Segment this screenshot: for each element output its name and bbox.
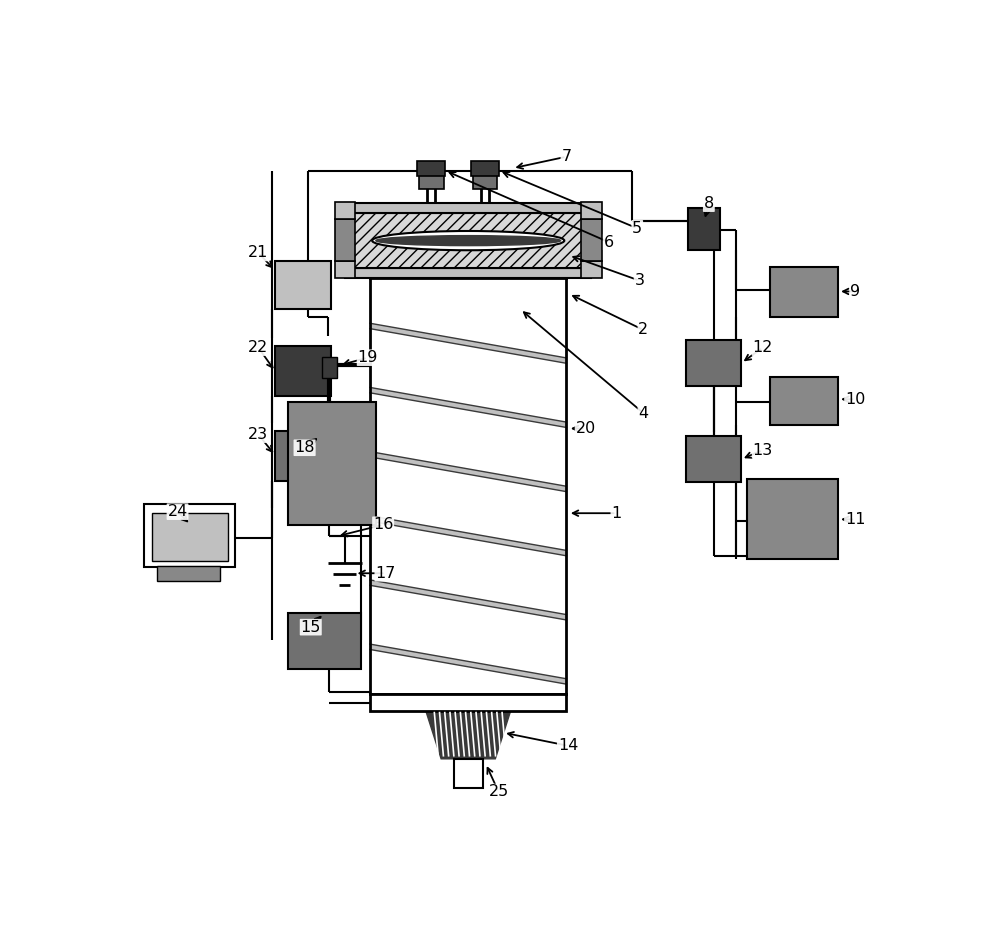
Polygon shape xyxy=(370,323,566,363)
Text: 16: 16 xyxy=(373,517,393,532)
Bar xyxy=(454,759,483,788)
Bar xyxy=(581,219,602,261)
Bar xyxy=(770,377,838,425)
Bar xyxy=(747,478,838,559)
Text: 21: 21 xyxy=(248,245,269,260)
Bar xyxy=(581,202,602,219)
Ellipse shape xyxy=(376,236,561,245)
Bar xyxy=(275,261,331,309)
Text: 3: 3 xyxy=(635,274,645,289)
Bar xyxy=(288,401,376,525)
Text: 9: 9 xyxy=(850,284,860,299)
Text: 5: 5 xyxy=(632,221,642,236)
Text: 1: 1 xyxy=(611,506,622,521)
Text: 8: 8 xyxy=(704,196,714,212)
Text: 12: 12 xyxy=(753,340,773,355)
Text: 20: 20 xyxy=(576,421,596,436)
Text: 19: 19 xyxy=(358,351,378,365)
Text: 17: 17 xyxy=(375,566,396,581)
Text: 24: 24 xyxy=(167,504,188,519)
Polygon shape xyxy=(370,516,566,556)
Text: 23: 23 xyxy=(248,427,268,442)
Text: 22: 22 xyxy=(248,340,269,355)
Bar xyxy=(335,202,355,219)
Bar xyxy=(288,613,361,668)
Bar xyxy=(275,346,331,396)
Text: 4: 4 xyxy=(638,405,648,420)
Bar xyxy=(770,267,838,317)
Text: 15: 15 xyxy=(301,619,321,634)
Bar xyxy=(345,268,591,278)
Bar xyxy=(152,513,228,561)
Text: 10: 10 xyxy=(845,392,865,407)
Text: 11: 11 xyxy=(845,512,865,526)
Bar xyxy=(581,261,602,278)
Text: 14: 14 xyxy=(558,738,578,753)
Text: 2: 2 xyxy=(638,322,648,337)
Bar xyxy=(471,161,499,176)
Polygon shape xyxy=(370,387,566,428)
Polygon shape xyxy=(370,644,566,684)
Bar xyxy=(370,694,566,711)
Bar xyxy=(322,357,337,379)
Bar xyxy=(335,261,355,278)
Text: 6: 6 xyxy=(604,235,614,250)
Ellipse shape xyxy=(372,231,564,250)
Polygon shape xyxy=(370,580,566,620)
Bar xyxy=(345,203,591,212)
Polygon shape xyxy=(426,711,511,759)
Bar xyxy=(686,436,741,482)
Bar xyxy=(417,161,445,176)
Text: 13: 13 xyxy=(753,443,773,458)
Text: 18: 18 xyxy=(294,440,315,455)
Bar xyxy=(275,431,331,481)
Bar xyxy=(473,172,497,189)
Bar xyxy=(157,566,220,581)
Polygon shape xyxy=(370,451,566,492)
Bar xyxy=(345,212,591,268)
Bar xyxy=(144,504,235,567)
Text: 25: 25 xyxy=(489,785,509,799)
Bar xyxy=(419,172,444,189)
Bar xyxy=(688,208,720,250)
Bar xyxy=(686,340,741,386)
Text: 7: 7 xyxy=(561,149,571,164)
Bar xyxy=(335,219,355,261)
